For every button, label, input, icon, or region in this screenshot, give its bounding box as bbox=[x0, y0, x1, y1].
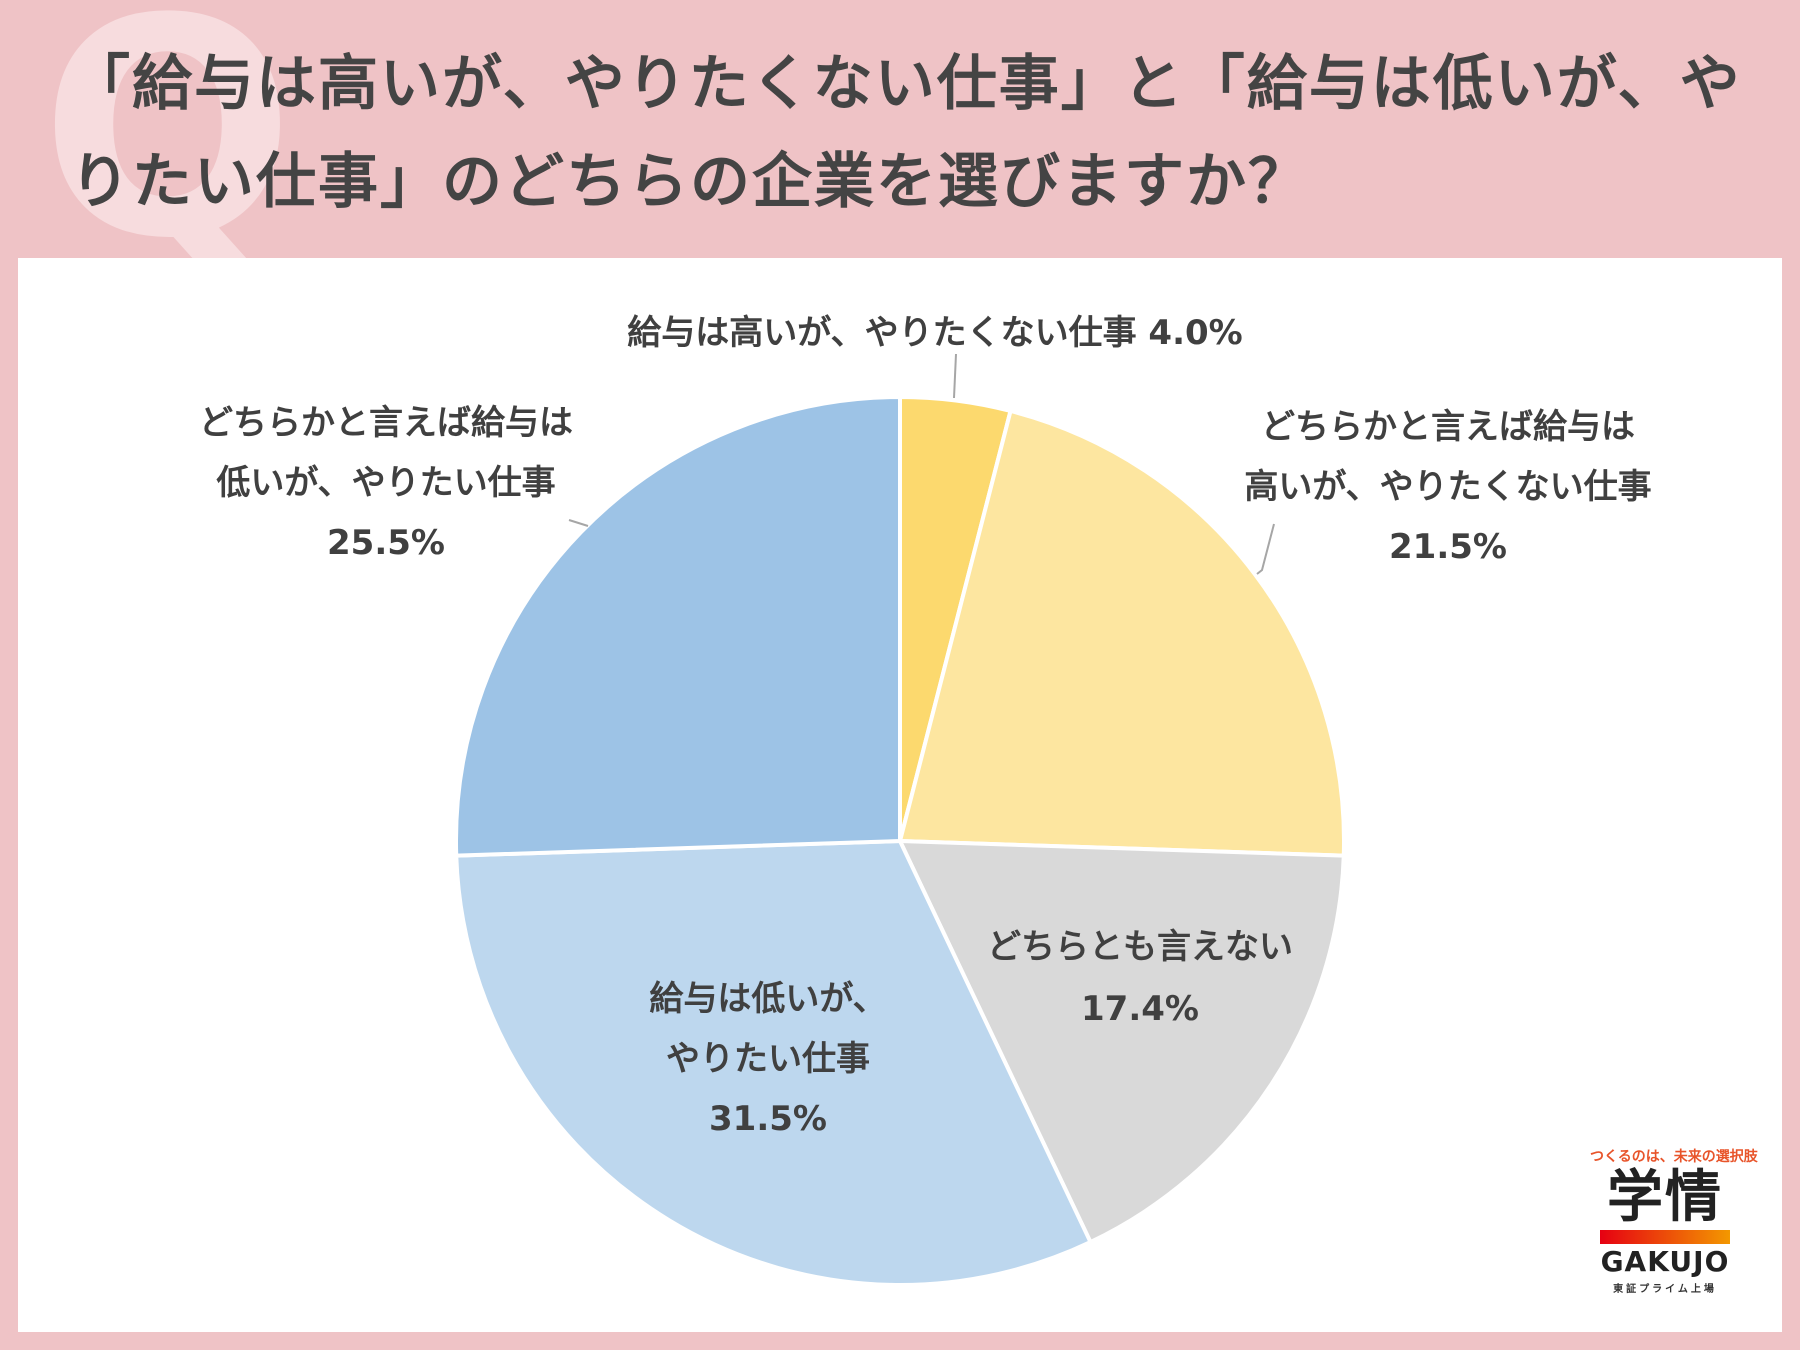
label-1-line-2: 高いが、やりたくない仕事 bbox=[1244, 467, 1651, 507]
pie-slice-4 bbox=[454, 394, 902, 858]
logo-name: GAKUJO bbox=[1600, 1245, 1730, 1278]
label-1-value: 21.5% bbox=[1389, 527, 1507, 567]
slice-label-1: どちらかと言えば給与は 高いが、やりたくない仕事 21.5% bbox=[1244, 407, 1651, 567]
page-title: 「給与は高いが、やりたくない仕事」と「給与は低いが、やりたい仕事」のどちらの企業… bbox=[70, 49, 1742, 217]
logo-tagline: つくるのは、未来の選択肢 bbox=[1590, 1149, 1758, 1165]
pie-slice-1 bbox=[897, 408, 1346, 858]
label-2-line-1: どちらとも言えない bbox=[987, 927, 1293, 967]
logo-gradient-bar bbox=[1600, 1230, 1730, 1244]
q-mark-decoration: Q bbox=[40, 0, 296, 304]
label-4-line-2: 低いが、やりたい仕事 bbox=[216, 463, 555, 503]
pie-chart: 給与は高いが、やりたくない仕事 4.0% どちらかと言えば給与は 高いが、やりた… bbox=[199, 313, 1652, 1287]
slice-label-2: どちらとも言えない 17.4% bbox=[987, 927, 1293, 1029]
label-4-value: 25.5% bbox=[327, 523, 445, 563]
pie-slice-2 bbox=[896, 838, 1346, 1245]
pie-slice-3 bbox=[454, 838, 1094, 1287]
label-3-line-2: やりたい仕事 bbox=[666, 1039, 870, 1079]
label-3-value: 31.5% bbox=[709, 1099, 827, 1139]
label-2-value: 17.4% bbox=[1081, 989, 1199, 1029]
label-4-line-1: どちらかと言えば給与は bbox=[199, 403, 573, 443]
chart-panel: 給与は高いが、やりたくない仕事 4.0% どちらかと言えば給与は 高いが、やりた… bbox=[18, 258, 1782, 1332]
slice-label-3: 給与は低いが、 やりたい仕事 31.5% bbox=[649, 979, 886, 1139]
leader-line-0 bbox=[953, 353, 957, 399]
pie-slices bbox=[454, 394, 1346, 1287]
label-3-line-1: 給与は低いが、 bbox=[649, 979, 886, 1019]
slice-label-4: どちらかと言えば給与は 低いが、やりたい仕事 25.5% bbox=[199, 403, 573, 563]
logo-kanji: 学情 bbox=[1607, 1165, 1723, 1230]
gakujo-logo: つくるのは、未来の選択肢 学情 GAKUJO 東証プライム上場 bbox=[1590, 1146, 1758, 1295]
label-1-line-1: どちらかと言えば給与は bbox=[1261, 407, 1635, 447]
label-0-text: 給与は高いが、やりたくない仕事 4.0% bbox=[627, 313, 1242, 353]
logo-sub: 東証プライム上場 bbox=[1613, 1284, 1717, 1295]
slice-label-0: 給与は高いが、やりたくない仕事 4.0% bbox=[627, 313, 1242, 353]
leader-line-4 bbox=[568, 519, 589, 527]
leader-line-1 bbox=[1256, 523, 1275, 575]
